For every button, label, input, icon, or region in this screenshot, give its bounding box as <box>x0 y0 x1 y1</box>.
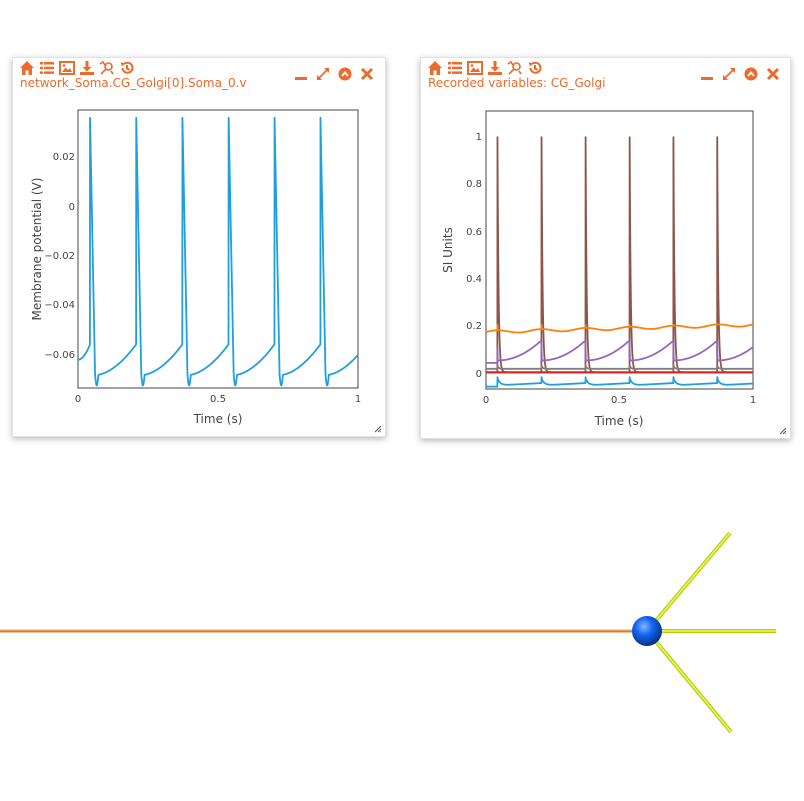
maximize-icon[interactable] <box>721 66 737 82</box>
y-tick-label: 1 <box>476 132 482 143</box>
x-tick-label: 0.5 <box>611 395 627 406</box>
close-icon[interactable] <box>359 66 375 82</box>
maximize-icon[interactable] <box>315 66 331 82</box>
widget-title: Recorded variables: CG_Golgi <box>428 76 606 90</box>
list-icon[interactable] <box>39 60 55 76</box>
y-tick-label: 0.2 <box>466 321 482 332</box>
history-icon[interactable] <box>527 60 543 76</box>
series-line-3 <box>485 376 754 388</box>
dendrite-upper-highlight <box>647 532 731 631</box>
y-tick-label: 0.4 <box>466 274 482 285</box>
plot-area-frame <box>77 109 359 389</box>
trace-group <box>77 116 359 387</box>
widget-toolbar <box>19 60 135 76</box>
y-tick-label: 0.02 <box>53 152 75 163</box>
series-line-0 <box>77 116 359 387</box>
trace-group <box>485 136 754 388</box>
dendrite-lower-highlight <box>647 631 732 733</box>
y-tick-label: 0.8 <box>466 179 482 190</box>
y-axis-label: Membrane potential (V) <box>30 178 44 321</box>
download-icon[interactable] <box>487 60 503 76</box>
x-tick-label: 0 <box>75 394 81 405</box>
membrane-potential-chart[interactable]: 0.02 0 −0.02 −0.04 −0.06 0 0.5 1 Time (s… <box>13 58 385 436</box>
cell-morphology-canvas[interactable] <box>0 520 804 750</box>
zoom-icon[interactable] <box>99 60 115 76</box>
download-icon[interactable] <box>79 60 95 76</box>
image-icon[interactable] <box>59 60 75 76</box>
home-icon[interactable] <box>427 60 443 76</box>
recorded-variables-chart[interactable]: 1 0.8 0.6 0.4 0.2 0 0 0.5 1 Time (s) SI … <box>421 58 790 438</box>
window-controls <box>293 66 375 82</box>
y-axis-label: SI Units <box>441 227 455 273</box>
list-icon[interactable] <box>447 60 463 76</box>
collapse-icon[interactable] <box>743 66 759 82</box>
x-tick-label: 1 <box>750 395 756 406</box>
dendrite-group[interactable] <box>646 531 776 734</box>
series-line-1 <box>485 340 754 364</box>
x-ticks: 0 0.5 1 <box>483 395 756 406</box>
y-ticks: 0.02 0 −0.02 −0.04 −0.06 <box>44 152 75 361</box>
series-line-5 <box>485 364 754 370</box>
y-ticks: 1 0.8 0.6 0.4 0.2 0 <box>466 132 482 380</box>
home-icon[interactable] <box>19 60 35 76</box>
y-tick-label: 0.6 <box>466 227 482 238</box>
y-tick-label: −0.02 <box>44 251 75 262</box>
x-tick-label: 1 <box>355 394 361 405</box>
collapse-icon[interactable] <box>337 66 353 82</box>
widget-toolbar <box>427 60 543 76</box>
x-ticks: 0 0.5 1 <box>75 394 361 405</box>
image-icon[interactable] <box>467 60 483 76</box>
minimize-icon[interactable] <box>293 66 309 82</box>
history-icon[interactable] <box>119 60 135 76</box>
y-tick-label: 0 <box>476 369 482 380</box>
y-tick-label: −0.06 <box>44 350 75 361</box>
series-line-0 <box>485 136 754 374</box>
close-icon[interactable] <box>765 66 781 82</box>
soma-sphere[interactable] <box>632 616 662 646</box>
resize-handle-icon[interactable] <box>779 427 787 435</box>
resize-handle-icon[interactable] <box>374 425 382 433</box>
y-tick-label: 0 <box>69 202 75 213</box>
x-tick-label: 0.5 <box>210 394 226 405</box>
x-tick-label: 0 <box>483 395 489 406</box>
minimize-icon[interactable] <box>699 66 715 82</box>
zoom-icon[interactable] <box>507 60 523 76</box>
y-tick-label: −0.04 <box>44 300 75 311</box>
series-line-2 <box>485 323 754 334</box>
widget-title: network_Soma.CG_Golgi[0].Soma_0.v <box>20 76 247 90</box>
x-axis-label: Time (s) <box>594 414 644 428</box>
x-axis-label: Time (s) <box>193 412 243 426</box>
plot-area-frame <box>485 110 754 390</box>
plot-widget-recorded-variables: Recorded variables: CG_Golgi 1 0.8 0.6 0… <box>420 57 791 439</box>
plot-widget-membrane-potential: network_Soma.CG_Golgi[0].Soma_0.v 0.02 0… <box>12 57 386 437</box>
window-controls <box>699 66 781 82</box>
